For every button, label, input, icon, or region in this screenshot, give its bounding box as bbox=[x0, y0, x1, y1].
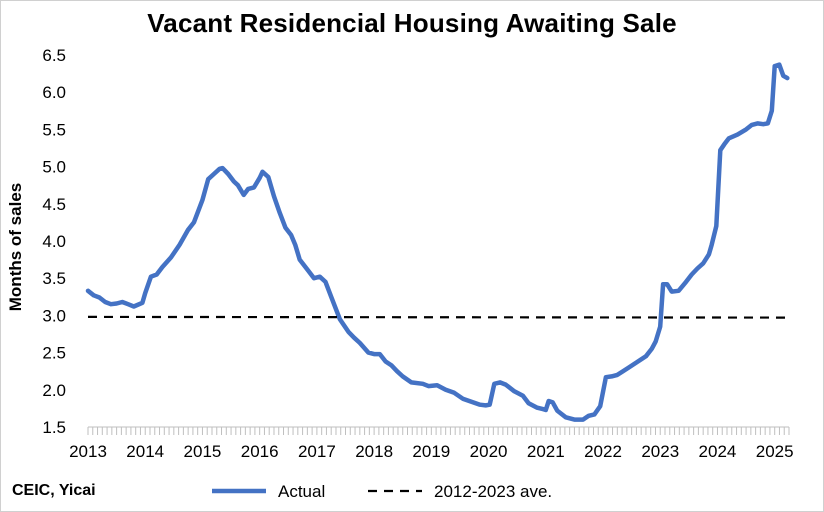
x-tick-label: 2018 bbox=[355, 442, 393, 461]
chart-axes: 2013 2014 2015 2016 2017 2018 2019 2020 2021 2022… bbox=[42, 46, 793, 461]
y-tick-label: 1.5 bbox=[42, 418, 66, 437]
y-tick-label: 6.0 bbox=[42, 83, 66, 102]
y-axis-label: Months of sales bbox=[6, 183, 25, 311]
x-tick-label: 2019 bbox=[412, 442, 450, 461]
y-tick-label: 6.5 bbox=[42, 46, 66, 65]
legend-label: Actual bbox=[278, 482, 325, 501]
x-tick-label: 2025 bbox=[756, 442, 794, 461]
x-tick-label: 2017 bbox=[298, 442, 336, 461]
chart-legend: Actual 2012-2023 ave. bbox=[212, 482, 552, 501]
x-tick-label: 2013 bbox=[69, 442, 107, 461]
chart-title: Vacant Residencial Housing Awaiting Sale bbox=[147, 8, 677, 38]
y-tick-label: 5.0 bbox=[42, 158, 66, 177]
y-tick-label: 3.0 bbox=[42, 306, 66, 325]
y-tick-label: 3.5 bbox=[42, 269, 66, 288]
source-note: CEIC, Yicai bbox=[12, 482, 96, 499]
legend-label: 2012-2023 ave. bbox=[434, 482, 552, 501]
y-tick-label: 5.5 bbox=[42, 120, 66, 139]
x-tick-label: 2015 bbox=[184, 442, 222, 461]
x-tick-label: 2014 bbox=[126, 442, 164, 461]
x-tick-label: 2016 bbox=[241, 442, 279, 461]
x-tick-label: 2023 bbox=[641, 442, 679, 461]
x-tick-label: 2022 bbox=[584, 442, 622, 461]
y-tick-label: 2.5 bbox=[42, 344, 66, 363]
x-tick-label: 2021 bbox=[527, 442, 565, 461]
x-tick-label: 2020 bbox=[470, 442, 508, 461]
average-line bbox=[87, 315, 788, 319]
chart-series bbox=[85, 62, 790, 422]
y-tick-label: 2.0 bbox=[42, 381, 66, 400]
actual-series-line bbox=[85, 62, 790, 422]
x-tick-label: 2024 bbox=[699, 442, 737, 461]
y-tick-label: 4.5 bbox=[42, 195, 66, 214]
y-tick-label: 4.0 bbox=[42, 232, 66, 251]
